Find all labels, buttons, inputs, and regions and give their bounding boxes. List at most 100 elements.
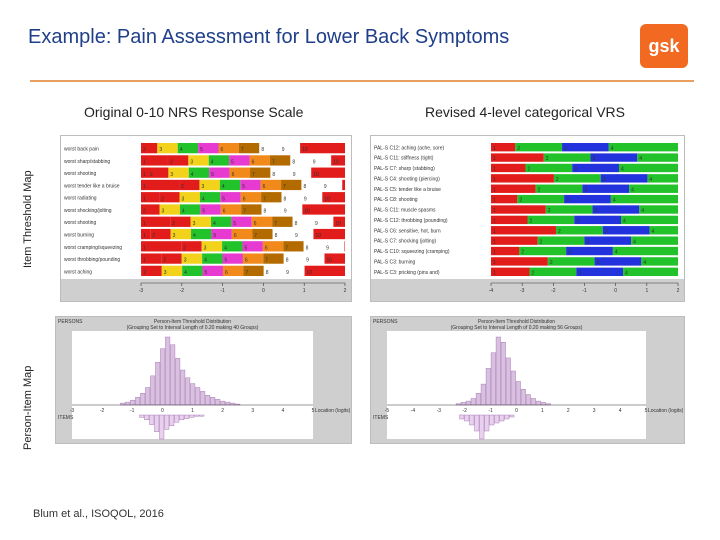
threshold-segment (243, 265, 264, 276)
location-tick-label: -3 (437, 408, 442, 414)
item-bar (169, 414, 175, 427)
threshold-segment (170, 228, 192, 240)
threshold-segment (190, 216, 211, 227)
threshold-segment (310, 155, 332, 166)
threshold-category-label: 2 (172, 221, 175, 227)
threshold-category-label: 6 (245, 258, 248, 264)
threshold-category-label: 2 (538, 187, 541, 193)
threshold-segment (301, 192, 323, 203)
item-bar (489, 414, 495, 426)
citation: Blum et al., ISOQOL, 2016 (33, 508, 164, 520)
threshold-segment (553, 174, 601, 183)
threshold-segment (562, 143, 609, 152)
threshold-segment (324, 253, 345, 264)
threshold-category-label: 6 (265, 245, 268, 251)
threshold-segment (148, 167, 169, 178)
threshold-segment (261, 204, 282, 215)
item-label: worst shooting (64, 171, 96, 177)
threshold-segment (584, 236, 632, 245)
threshold-category-label: 3 (574, 167, 577, 173)
threshold-category-label: 2 (181, 184, 184, 190)
threshold-category-label: 1 (143, 196, 146, 202)
items-label: ITEMS (373, 415, 389, 421)
threshold-segment (141, 143, 158, 154)
threshold-segment (141, 216, 171, 227)
threshold-segment (555, 226, 603, 235)
threshold-category-label: 10 (335, 221, 341, 227)
threshold-segment (302, 204, 345, 215)
threshold-segment (272, 228, 294, 240)
item-bar (174, 414, 180, 423)
threshold-segment (535, 184, 583, 193)
threshold-category-label: 3 (190, 159, 193, 165)
threshold-category-label: 1 (493, 198, 496, 204)
threshold-category-label: 6 (243, 196, 246, 202)
left-distribution-panel: PERSONS Person-Item Threshold Distributio… (55, 316, 352, 444)
threshold-segment (199, 192, 221, 203)
person-bar (165, 336, 171, 406)
threshold-category-label: 7 (245, 270, 248, 276)
item-bar (149, 414, 155, 425)
threshold-segment (517, 194, 565, 204)
right-distribution-panel: PERSONS Person-Item Threshold Distributio… (370, 316, 685, 444)
axis-tick-label: -4 (489, 288, 494, 294)
threshold-segment (238, 143, 260, 154)
threshold-segment (179, 204, 201, 215)
location-tick-label: 5 (312, 408, 315, 414)
axis-tick-label: 2 (677, 288, 680, 294)
threshold-category-label: 6 (234, 233, 237, 239)
row-label-threshold-map: Item Threshold Map (22, 170, 34, 268)
threshold-category-label: 5 (200, 147, 203, 153)
threshold-category-label: 10 (313, 172, 319, 178)
threshold-segment (629, 184, 678, 193)
threshold-category-label: 4 (615, 250, 618, 256)
row-label-person-item-map: Person-Item Map (22, 365, 34, 450)
location-tick-label: 0 (515, 408, 518, 414)
threshold-segment (491, 267, 530, 276)
threshold-segment (566, 246, 613, 256)
threshold-category-label: 2 (143, 147, 146, 153)
threshold-segment (270, 167, 291, 178)
person-bar (540, 402, 546, 406)
threshold-category-label: 1 (493, 260, 496, 266)
threshold-category-label: 1 (143, 245, 146, 251)
threshold-segment (279, 143, 301, 154)
item-bar (199, 414, 205, 417)
threshold-category-label: 5 (202, 209, 205, 215)
left-threshold-map-panel: worst back pain 2 3 4 5 6 7 8 9 10 worst sharp/sta… (60, 135, 352, 302)
threshold-category-label: 2 (521, 250, 524, 256)
item-bar (464, 414, 470, 422)
threshold-category-label: 7 (274, 221, 277, 227)
threshold-category-label: 8 (264, 209, 267, 215)
threshold-category-label: 8 (295, 221, 298, 227)
threshold-category-label: 7 (265, 258, 268, 264)
threshold-category-label: 8 (283, 196, 286, 202)
distribution-title: Person-Item Threshold Distribution (478, 319, 555, 325)
threshold-category-label: 3 (595, 208, 598, 214)
threshold-segment (170, 216, 191, 227)
threshold-category-label: 3 (164, 270, 167, 276)
threshold-category-label: 3 (584, 187, 587, 193)
threshold-segment (200, 204, 221, 215)
threshold-segment (313, 228, 345, 240)
item-bar (154, 414, 160, 432)
item-label: PAL-S C12: aching (ache, sore) (374, 145, 445, 151)
threshold-segment (594, 257, 642, 266)
threshold-segment (649, 226, 678, 235)
threshold-segment (202, 253, 223, 264)
threshold-category-label: 4 (623, 218, 626, 224)
axis-tick-label: -1 (582, 288, 587, 294)
threshold-segment (141, 228, 151, 240)
threshold-segment (283, 241, 304, 252)
axis-tick-label: 0 (614, 288, 617, 294)
threshold-segment (304, 265, 345, 276)
threshold-category-label: 2 (540, 239, 543, 245)
threshold-category-label: 5 (225, 258, 228, 264)
person-bar (465, 400, 471, 406)
person-bar (495, 336, 501, 406)
threshold-category-label: 2 (558, 229, 561, 235)
threshold-segment (182, 265, 203, 276)
threshold-segment (240, 179, 261, 191)
person-bar (200, 391, 206, 406)
